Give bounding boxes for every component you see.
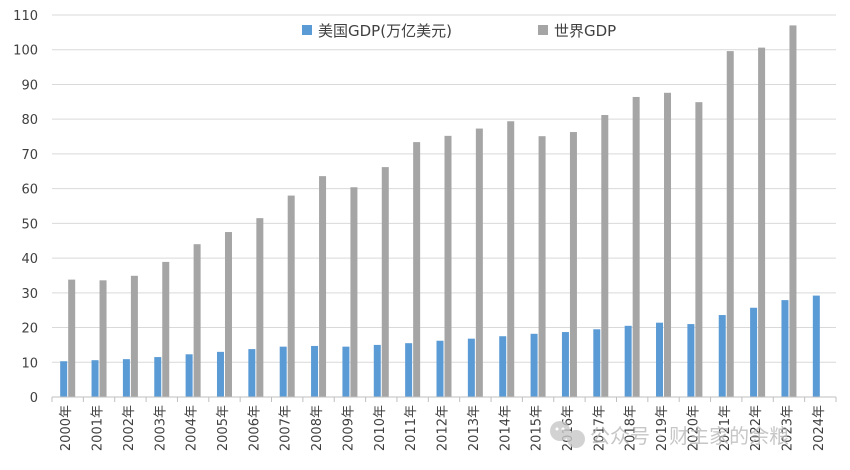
y-tick-label: 90 xyxy=(21,78,38,93)
bar-world-gdp xyxy=(632,96,640,397)
legend: 美国GDP(万亿美元) 世界GDP xyxy=(302,22,616,40)
x-tick-label: 2014年 xyxy=(498,405,513,451)
x-tick-label: 2023年 xyxy=(781,405,796,451)
bar-world-gdp xyxy=(68,279,76,397)
bar-us-gdp xyxy=(499,336,507,397)
bar-us-gdp xyxy=(154,357,162,397)
x-tick-label: 2018年 xyxy=(624,405,639,451)
y-tick-label: 110 xyxy=(13,9,38,24)
x-tick-label: 2017年 xyxy=(592,405,607,451)
legend-swatch-world xyxy=(538,25,548,35)
x-tick-label: 2019年 xyxy=(655,405,670,451)
bar-us-gdp xyxy=(405,343,413,397)
bar-world-gdp xyxy=(507,121,515,398)
bar-us-gdp xyxy=(624,325,632,397)
x-tick-label: 2010年 xyxy=(373,405,388,451)
bar-us-gdp xyxy=(687,324,695,397)
bar-us-gdp xyxy=(60,361,68,397)
bar-us-gdp xyxy=(781,300,789,397)
bar-world-gdp xyxy=(224,232,232,397)
watermark-text: 公众号 · 财主家的余粮 xyxy=(590,424,789,448)
y-tick-label: 70 xyxy=(21,148,38,163)
bar-world-gdp xyxy=(601,115,609,398)
x-tick-label: 2012年 xyxy=(436,405,451,451)
x-tick-label: 2013年 xyxy=(467,405,482,451)
bar-world-gdp xyxy=(695,102,703,397)
bar-us-gdp xyxy=(311,345,319,397)
bar-world-gdp xyxy=(664,92,672,397)
bar-world-gdp xyxy=(162,261,170,397)
x-tick-label: 2022年 xyxy=(749,405,764,451)
bar-us-gdp xyxy=(530,333,538,397)
bar-us-gdp xyxy=(718,315,726,397)
bar-us-gdp xyxy=(216,351,224,397)
bar-world-gdp xyxy=(569,132,577,397)
x-tick-label: 2015年 xyxy=(530,405,545,451)
x-tick-label: 2006年 xyxy=(247,405,262,451)
bar-us-gdp xyxy=(436,340,444,397)
y-tick-label: 80 xyxy=(21,113,38,128)
bar-us-gdp xyxy=(91,360,99,397)
y-tick-label: 20 xyxy=(21,322,38,337)
wechat-icon xyxy=(550,421,585,448)
bar-world-gdp xyxy=(381,167,389,397)
bar-us-gdp xyxy=(656,322,664,397)
gridlines xyxy=(52,14,836,363)
x-tick-label: 2007年 xyxy=(279,405,294,451)
bar-world-gdp xyxy=(350,187,358,397)
bar-us-gdp xyxy=(593,329,601,397)
x-tick-label: 2008年 xyxy=(310,405,325,451)
y-tick-label: 40 xyxy=(21,252,38,267)
bar-world-gdp xyxy=(256,218,264,397)
bar-world-gdp xyxy=(726,51,734,397)
bar-us-gdp xyxy=(812,295,820,397)
y-tick-label: 50 xyxy=(21,217,38,232)
bars xyxy=(60,25,820,398)
bar-us-gdp xyxy=(467,338,475,397)
x-tick-label: 2005年 xyxy=(216,405,231,451)
bar-us-gdp xyxy=(561,332,569,397)
watermark: 公众号 · 财主家的余粮 xyxy=(550,421,789,448)
bar-us-gdp xyxy=(122,359,130,397)
x-tick-label: 2004年 xyxy=(185,405,200,451)
bar-us-gdp xyxy=(373,344,381,397)
bar-world-gdp xyxy=(193,244,201,397)
x-tick-label: 2020年 xyxy=(686,405,701,451)
y-tick-label: 10 xyxy=(21,356,38,371)
x-tick-label: 2011年 xyxy=(404,405,419,451)
bar-us-gdp xyxy=(279,346,287,397)
bar-world-gdp xyxy=(130,275,138,397)
bar-us-gdp xyxy=(342,346,350,397)
x-tick-label: 2000年 xyxy=(59,405,74,451)
x-tick-label: 2021年 xyxy=(718,405,733,451)
legend-swatch-us xyxy=(302,25,312,35)
bar-world-gdp xyxy=(413,142,421,397)
bar-world-gdp xyxy=(287,195,295,397)
bar-world-gdp xyxy=(475,128,483,398)
legend-label-world: 世界GDP xyxy=(554,22,616,40)
bar-world-gdp xyxy=(99,280,107,397)
x-tick-label: 2002年 xyxy=(122,405,137,451)
y-tick-label: 100 xyxy=(13,44,38,59)
y-tick-label: 30 xyxy=(21,287,38,302)
bar-world-gdp xyxy=(538,136,546,397)
x-tick-label: 2009年 xyxy=(341,405,356,451)
bar-us-gdp xyxy=(248,349,256,397)
y-tick-label: 60 xyxy=(21,183,38,198)
bar-us-gdp xyxy=(750,307,758,397)
bar-world-gdp xyxy=(319,176,327,397)
y-tick-label: 0 xyxy=(30,391,38,406)
bar-world-gdp xyxy=(789,25,797,397)
x-tick-label: 2001年 xyxy=(91,405,106,451)
legend-label-us: 美国GDP(万亿美元) xyxy=(318,22,452,40)
bar-us-gdp xyxy=(185,354,193,397)
x-tick-label: 2003年 xyxy=(153,405,168,451)
bar-world-gdp xyxy=(444,135,452,398)
bar-world-gdp xyxy=(758,47,766,397)
x-tick-label: 2024年 xyxy=(812,405,827,451)
